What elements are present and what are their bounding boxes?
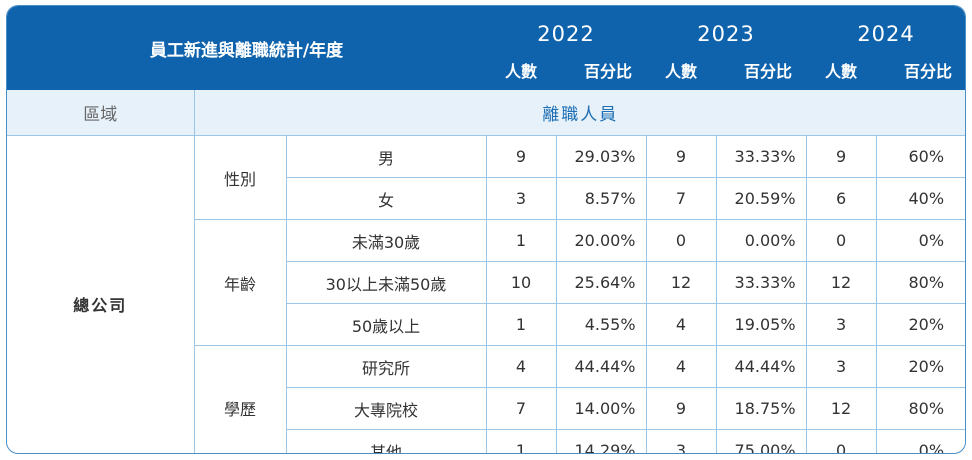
count-header: 人數 [486, 50, 556, 90]
count-cell: 12 [806, 261, 877, 304]
year-2022-header: 2022 [486, 6, 647, 50]
count-cell: 3 [806, 303, 877, 346]
item-cell: 研究所 [286, 345, 487, 388]
count-cell: 7 [646, 177, 717, 220]
percent-header: 百分比 [556, 50, 647, 90]
turnover-table: 員工新進與離職統計/年度 2022 2023 2024 人數 百分比 人數 百分… [7, 6, 965, 454]
percent-cell: 0.00% [716, 219, 807, 262]
count-cell: 9 [806, 135, 877, 178]
category-cell: 性別 [194, 135, 287, 220]
item-cell: 50歲以上 [286, 303, 487, 346]
count-cell: 3 [486, 177, 557, 220]
region-header: 區域 [7, 90, 195, 136]
item-cell: 其他 [286, 429, 487, 453]
percent-cell: 4.55% [556, 303, 647, 346]
percent-cell: 18.75% [716, 387, 807, 430]
leave-header: 離職人員 [194, 90, 965, 136]
percent-cell: 14.00% [556, 387, 647, 430]
percent-header: 百分比 [876, 50, 965, 90]
percent-cell: 80% [876, 387, 965, 430]
table-row: 30以上未滿50歲 10 25.64% 12 33.33% 12 80% [7, 261, 965, 304]
count-cell: 9 [646, 387, 717, 430]
column-header-row: 人數 百分比 人數 百分比 人數 百分比 [7, 50, 965, 90]
percent-cell: 0% [876, 219, 965, 262]
percent-cell: 0% [918, 441, 945, 454]
count-cell: 0 [806, 219, 877, 262]
percent-cell: 29.03% [556, 135, 647, 178]
item-cell: 未滿30歲 [286, 219, 487, 262]
count-cell: 9 [646, 135, 717, 178]
percent-cell: 19.05% [716, 303, 807, 346]
year-2024-header: 2024 [806, 6, 965, 50]
percent-cell: 25.64% [556, 261, 647, 304]
percent-cell: 20.00% [556, 219, 647, 262]
count-cell: 4 [646, 303, 717, 346]
percent-cell: 33.33% [716, 135, 807, 178]
percent-cell: 20% [876, 345, 965, 388]
table-title: 員工新進與離職統計/年度 [7, 6, 486, 90]
count-cell: 4 [646, 345, 717, 388]
year-2023-header: 2023 [646, 6, 807, 50]
year-header-row: 員工新進與離職統計/年度 2022 2023 2024 [7, 6, 965, 90]
count-cell: 1 [486, 303, 557, 346]
percent-cell: 33.33% [716, 261, 807, 304]
table-row: 50歲以上 1 4.55% 4 19.05% 3 20% [7, 303, 965, 346]
region-cell: 總公司 [7, 135, 195, 453]
count-cell: 4 [486, 345, 557, 388]
item-cell: 女 [286, 177, 487, 220]
percent-header: 百分比 [716, 50, 807, 90]
item-cell: 30以上未滿50歲 [286, 261, 487, 304]
percent-cell: 20% [876, 303, 965, 346]
count-cell: 0 [646, 219, 717, 262]
count-header: 人數 [806, 50, 877, 90]
percent-cell: 40% [876, 177, 965, 220]
table-row: 年齡 未滿30歲 1 20.00% 0 0.00% 0 0% [7, 219, 965, 346]
count-cell: 12 [646, 261, 717, 304]
count-cell: 3 [646, 429, 717, 453]
count-cell: 10 [486, 261, 557, 304]
table-row: 學歷 研究所 4 44.44% 4 44.44% 3 20% [7, 345, 965, 453]
statistics-table-card: 員工新進與離職統計/年度 2022 2023 2024 人數 百分比 人數 百分… [6, 5, 966, 454]
percent-cell: 14.29% [556, 429, 647, 453]
count-cell: 7 [486, 387, 557, 430]
percent-cell: 44.44% [716, 345, 807, 388]
count-cell: 6 [806, 177, 877, 220]
count-cell: 9 [486, 135, 557, 178]
subheader-row: 區域 離職人員 [7, 90, 965, 136]
count-cell: 1 [486, 219, 557, 262]
percent-cell: 80% [876, 261, 965, 304]
table-row: 大專院校 7 14.00% 9 18.75% 12 80% [7, 387, 965, 430]
category-cell: 學歷 [194, 345, 287, 453]
percent-cell: 60% [876, 135, 965, 178]
percent-cell: 75.00% [716, 429, 807, 453]
table-row: 總公司 性別男 9 29.03% 9 33.33% 9 60% [7, 135, 965, 453]
count-cell: 12 [806, 387, 877, 430]
count-header: 人數 [646, 50, 717, 90]
item-cell: 大專院校 [286, 387, 487, 430]
count-cell: 0 [806, 429, 877, 453]
percent-cell: 44.44% [556, 345, 647, 388]
count-cell: 3 [806, 345, 877, 388]
percent-cell: 8.57% [556, 177, 647, 220]
table-row: 女 3 8.57% 7 20.59% 6 40% [7, 177, 965, 220]
category-cell: 年齡 [194, 219, 287, 346]
percent-cell: 20.59% [716, 177, 807, 220]
item-cell: 男 [286, 135, 487, 178]
count-cell: 1 [486, 429, 557, 453]
table-row: 其他 1 14.29% 3 75.00% 0 0% [7, 429, 965, 454]
